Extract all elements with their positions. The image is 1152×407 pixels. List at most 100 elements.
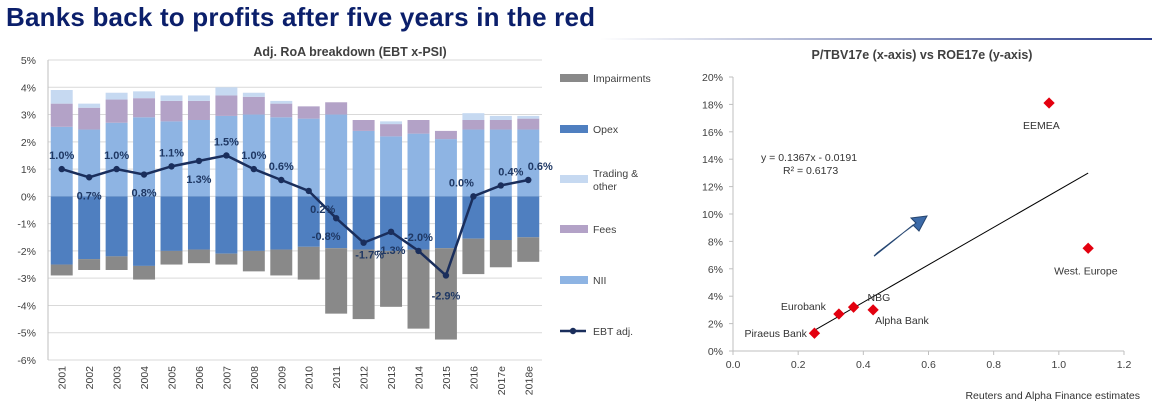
y-tick-label: 0%	[21, 191, 36, 203]
x-tick-label: 2009	[276, 366, 288, 390]
legend-label: Fees	[593, 224, 616, 236]
y-tick-label: -2%	[17, 246, 36, 258]
x-tick-label: 2005	[167, 366, 179, 390]
ebt-data-label: 0.4%	[498, 166, 523, 178]
x-tick-label: 2008	[249, 366, 261, 390]
bar-opex-2010	[297, 196, 320, 247]
ebt-point-2002	[85, 174, 93, 181]
y-tick-label: 12%	[702, 182, 723, 194]
bar-fees-2001	[50, 103, 73, 127]
bar-opex-2002	[78, 196, 101, 260]
ebt-data-label: 1.0%	[104, 150, 129, 162]
x-tick-label: 2001	[57, 366, 69, 390]
bar-impairments-2017e	[489, 240, 512, 268]
bar-opex-2015	[434, 196, 457, 249]
bar-trading-other-2004	[133, 91, 156, 99]
bar-fees-2012	[352, 120, 375, 131]
y-tick-label: 2%	[21, 137, 36, 149]
trend-arrow-icon	[873, 215, 928, 257]
y-tick-label: 2%	[708, 319, 723, 331]
y-tick-label: 20%	[702, 72, 723, 84]
bar-trading-other-2008	[242, 92, 265, 97]
bar-impairments-2013	[380, 250, 403, 307]
y-tick-label: 0%	[708, 346, 723, 358]
ebt-point-2011	[332, 214, 340, 222]
bar-trading-other-2002	[78, 103, 101, 108]
bar-opex-2003	[105, 196, 128, 257]
bar-impairments-2008	[242, 250, 265, 272]
ebt-data-label: -0.8%	[312, 231, 341, 243]
ebt-data-label: 0.2%	[310, 204, 335, 216]
ebt-point-2010	[305, 187, 312, 195]
bar-opex-2013	[380, 196, 403, 251]
bar-nii-2011	[325, 114, 348, 197]
bar-fees-2011	[325, 102, 348, 115]
legend-label: Opex	[593, 124, 619, 136]
bar-nii-2008	[242, 114, 265, 197]
bar-opex-2007	[215, 196, 238, 254]
ebt-point-2008	[250, 165, 258, 173]
x-tick-label: 1.2	[1117, 359, 1132, 371]
bar-nii-2017e	[489, 129, 512, 197]
y-tick-label: 1%	[21, 164, 36, 176]
point-label: Piraeus Bank	[744, 328, 807, 340]
ptbv-roe-scatter-chart: P/TBV17e (x-axis) vs ROE17e (y-axis) 0% 2…	[702, 48, 1140, 402]
x-tick-label: 2007	[221, 366, 233, 390]
bar-impairments-2012	[352, 249, 375, 320]
ebt-point-2013	[387, 228, 395, 236]
ebt-point-2007	[223, 152, 230, 159]
y-tick-label: -6%	[17, 355, 36, 367]
bar-trading-other-2007	[215, 87, 238, 96]
bar-opex-2004	[133, 196, 156, 266]
bar-fees-2014	[407, 120, 430, 134]
bar-impairments-2014	[407, 249, 430, 329]
x-tick-label: 2015	[441, 366, 453, 390]
point-label: Eurobank	[781, 301, 827, 313]
legend-marker-ebt	[569, 327, 577, 335]
legend-label: NII	[593, 275, 606, 287]
x-tick-label: 2010	[304, 366, 316, 390]
source-note: Reuters and Alpha Finance estimates	[965, 390, 1140, 402]
bar-nii-2015	[434, 139, 457, 197]
bar-trading-other-2003	[105, 92, 128, 100]
bar-fees-2016	[462, 120, 485, 130]
ebt-line	[61, 154, 529, 278]
bar-fees-2009	[270, 103, 293, 118]
ebt-data-label: 0.0%	[449, 177, 474, 189]
bar-fees-2015	[434, 130, 457, 140]
ebt-point-2017e	[497, 182, 505, 189]
bar-fees-2004	[133, 98, 156, 118]
bar-nii-2004	[133, 117, 156, 197]
ebt-point-2001	[58, 165, 65, 173]
ebt-data-label: 0.8%	[132, 188, 157, 200]
legend-swatch-nii	[560, 276, 588, 284]
point-label: EEMEA	[1023, 120, 1060, 132]
ebt-data-label: 1.5%	[214, 136, 239, 148]
bar-trading-other-2006	[187, 95, 210, 101]
bar-impairments-2005	[160, 250, 183, 265]
ebt-point-2015	[442, 272, 450, 279]
y-tick-label: -3%	[17, 273, 36, 285]
y-tick-label: 14%	[702, 154, 723, 166]
x-tick-label: 0.0	[726, 359, 741, 371]
ebt-data-label: 0.6%	[528, 161, 553, 173]
ebt-point-2006	[195, 157, 203, 165]
scatter-point-west-europe	[1082, 242, 1094, 254]
bar-opex-2014	[407, 196, 430, 250]
ebt-point-2018e	[525, 176, 532, 184]
legend-label: Impairments	[593, 73, 651, 85]
bar-trading-other-2013	[380, 121, 403, 125]
bar-impairments-2016	[462, 238, 485, 275]
x-tick-label: 0.6	[921, 359, 936, 371]
ebt-point-2012	[360, 239, 367, 246]
ebt-data-label: -1.7%	[355, 250, 384, 262]
bar-fees-2010	[297, 106, 320, 119]
point-label: West. Europe	[1054, 265, 1118, 277]
ebt-data-label: 0.6%	[269, 161, 294, 173]
bar-nii-2016	[462, 129, 485, 197]
legend-swatch-trading-other	[560, 175, 588, 183]
ebt-data-label: 0.7%	[77, 190, 102, 202]
x-tick-label: 2017e	[496, 366, 508, 395]
legend-swatch-opex	[560, 125, 588, 133]
bar-nii-2005	[160, 121, 183, 197]
